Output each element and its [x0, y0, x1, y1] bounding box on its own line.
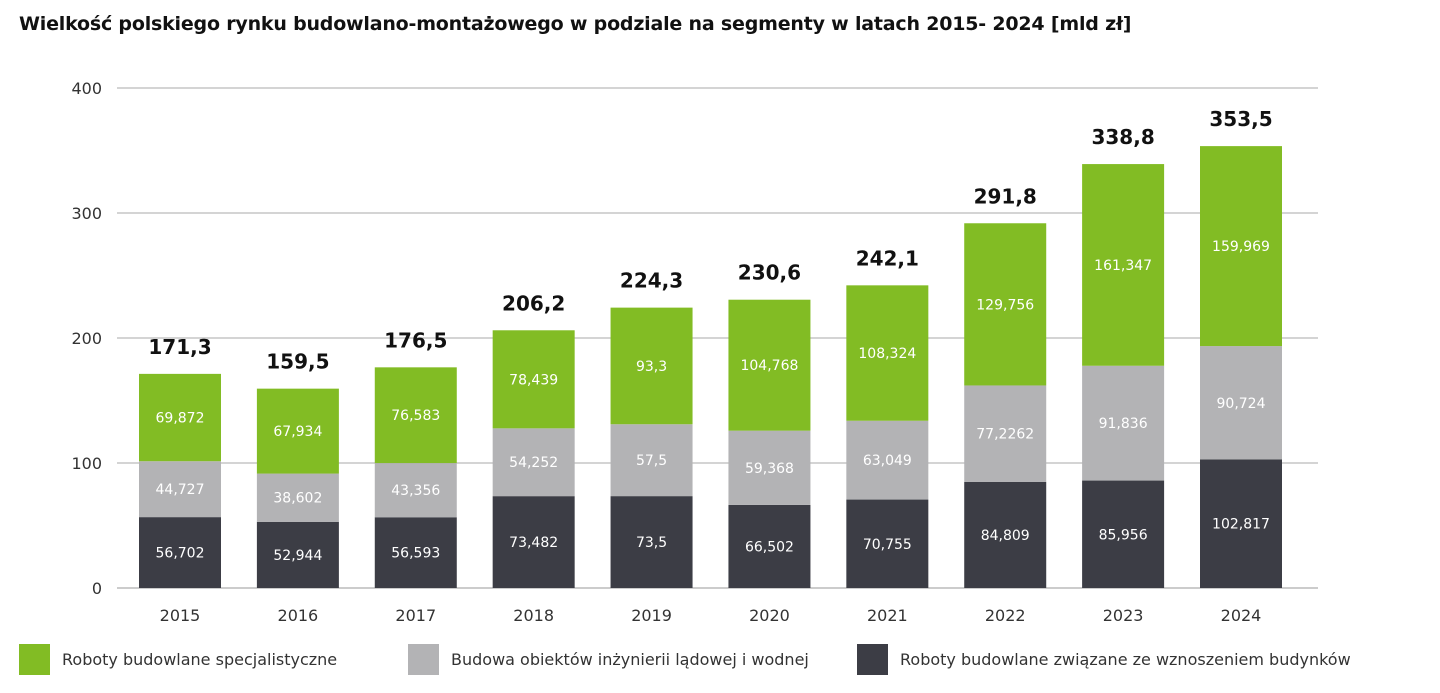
bar-segment [610, 496, 693, 588]
data-label: 57,5 [636, 453, 667, 469]
data-label: 76,583 [391, 408, 440, 424]
data-label: 102,817 [1212, 517, 1270, 533]
data-label: 38,602 [273, 491, 322, 507]
bar-segment [610, 307, 693, 425]
legend-label: Roboty budowlane związane ze wznoszeniem… [900, 649, 1351, 669]
x-tick-label: 2021 [867, 606, 908, 625]
stacked-bar-chart: 0 100 200 300 400 56,702 44,727 69,872 171,3 2015… [71, 79, 1318, 625]
legend-item: Roboty budowlane związane ze wznoszeniem… [857, 643, 1351, 675]
data-label: 56,593 [391, 546, 440, 562]
data-label: 70,755 [863, 537, 912, 553]
bar-segment [728, 299, 811, 431]
x-tick-label: 2024 [1221, 606, 1262, 625]
data-label: 67,934 [273, 424, 322, 440]
total-label: 176,5 [384, 328, 447, 352]
x-tick-label: 2019 [631, 606, 672, 625]
data-label: 85,956 [1099, 527, 1148, 543]
x-tick-label: 2016 [278, 606, 319, 625]
bar-segment [256, 473, 339, 522]
data-label: 159,969 [1212, 239, 1270, 255]
total-label: 206,2 [502, 291, 565, 315]
x-tick-label: 2022 [985, 606, 1026, 625]
bar-segment [374, 517, 457, 588]
data-label: 69,872 [156, 411, 205, 427]
legend-item: Roboty budowlane specjalistyczne [19, 643, 337, 675]
x-tick-label: 2023 [1103, 606, 1144, 625]
legend-item: Budowa obiektów inżynierii lądowej i wod… [408, 643, 809, 675]
bar-segment [492, 496, 575, 588]
data-label: 108,324 [858, 346, 916, 362]
bar-segment [1200, 346, 1282, 460]
bar-segment [256, 521, 339, 588]
data-label: 84,809 [981, 528, 1030, 544]
x-tick-label: 2018 [513, 606, 554, 625]
legend-swatch [857, 643, 888, 675]
data-label: 161,347 [1094, 258, 1152, 274]
bar-segment [1082, 164, 1165, 366]
total-label: 242,1 [856, 246, 919, 270]
data-label: 52,944 [273, 548, 322, 564]
bar-segment [964, 385, 1047, 482]
total-label: 353,5 [1209, 107, 1272, 131]
bar-segment [1082, 480, 1165, 588]
y-tick-label: 200 [71, 329, 102, 348]
total-label: 338,8 [1091, 125, 1154, 149]
legend-swatch [408, 643, 439, 675]
data-label: 104,768 [740, 358, 798, 374]
bar-segment [964, 481, 1047, 588]
legend-swatch [19, 643, 50, 675]
bar-segment [1200, 459, 1282, 588]
bar-segment [256, 388, 339, 474]
x-tick-label: 2015 [160, 606, 201, 625]
y-tick-label: 0 [92, 579, 102, 598]
legend-label: Budowa obiektów inżynierii lądowej i wod… [451, 649, 809, 669]
bar-segment [728, 504, 811, 588]
bar-segment [492, 330, 575, 429]
bar-segment [139, 461, 221, 518]
data-label: 63,049 [863, 453, 912, 469]
data-label: 59,368 [745, 461, 794, 477]
x-tick-label: 2020 [749, 606, 790, 625]
total-label: 171,3 [148, 335, 211, 359]
bar-segment [846, 420, 929, 500]
data-label: 44,727 [156, 482, 205, 498]
data-label: 93,3 [636, 359, 667, 375]
data-label: 77,2262 [976, 427, 1034, 443]
data-label: 73,5 [636, 535, 667, 551]
bar-segment [374, 463, 457, 518]
data-label: 43,356 [391, 483, 440, 499]
bar-segment [964, 223, 1047, 386]
legend: Roboty budowlane specjalistyczne Budowa o… [19, 643, 1429, 675]
y-tick-label: 400 [71, 79, 102, 98]
data-label: 78,439 [509, 372, 558, 388]
bar-segment [492, 428, 575, 497]
x-tick-label: 2017 [395, 606, 436, 625]
data-label: 91,836 [1099, 416, 1148, 432]
bar-segment [139, 373, 221, 462]
data-label: 56,702 [156, 546, 205, 562]
bar-segment [728, 430, 811, 505]
data-label: 129,756 [976, 297, 1034, 313]
bar-segment [846, 285, 929, 421]
bar-segment [1082, 365, 1165, 481]
data-label: 54,252 [509, 455, 558, 471]
bar-segment [1200, 146, 1282, 347]
total-label: 224,3 [620, 269, 683, 293]
data-label: 73,482 [509, 535, 558, 551]
legend-label: Roboty budowlane specjalistyczne [62, 649, 338, 669]
bar-segment [374, 367, 457, 464]
chart-title: Wielkość polskiego rynku budowlano-monta… [19, 13, 1132, 35]
bar-segment [139, 517, 221, 588]
total-label: 230,6 [738, 261, 801, 285]
data-label: 90,724 [1217, 396, 1266, 412]
y-tick-label: 100 [71, 454, 102, 473]
y-tick-label: 300 [71, 204, 102, 223]
total-label: 159,5 [266, 350, 329, 374]
data-label: 66,502 [745, 539, 794, 555]
bar-segment [846, 499, 929, 588]
total-label: 291,8 [974, 184, 1037, 208]
bar-segment [610, 424, 693, 497]
